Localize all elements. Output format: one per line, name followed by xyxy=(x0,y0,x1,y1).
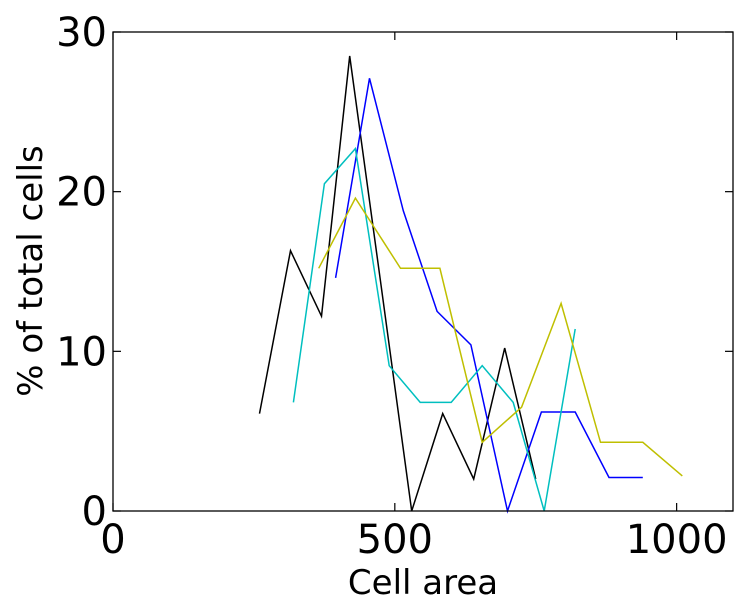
y-tick-label: 20 xyxy=(56,170,107,216)
y-axis-title: % of total cells xyxy=(11,145,51,396)
ticks-layer: 0 500 1000 0 10 20 30 xyxy=(56,10,733,563)
series-line-2 xyxy=(334,78,643,514)
x-tick-label: 0 xyxy=(100,517,125,563)
series-line-3 xyxy=(292,146,576,512)
y-tick-label: 0 xyxy=(82,489,107,535)
series-line-1 xyxy=(258,55,537,512)
x-axis-title: Cell area xyxy=(348,563,498,603)
x-tick-label: 500 xyxy=(357,517,433,563)
x-tick-label: 1000 xyxy=(626,517,728,563)
y-tick-label: 10 xyxy=(56,329,107,375)
series-line-4 xyxy=(318,196,683,477)
y-tick-label: 30 xyxy=(56,10,107,56)
series-layer xyxy=(258,55,683,514)
plot-frame xyxy=(112,31,734,512)
